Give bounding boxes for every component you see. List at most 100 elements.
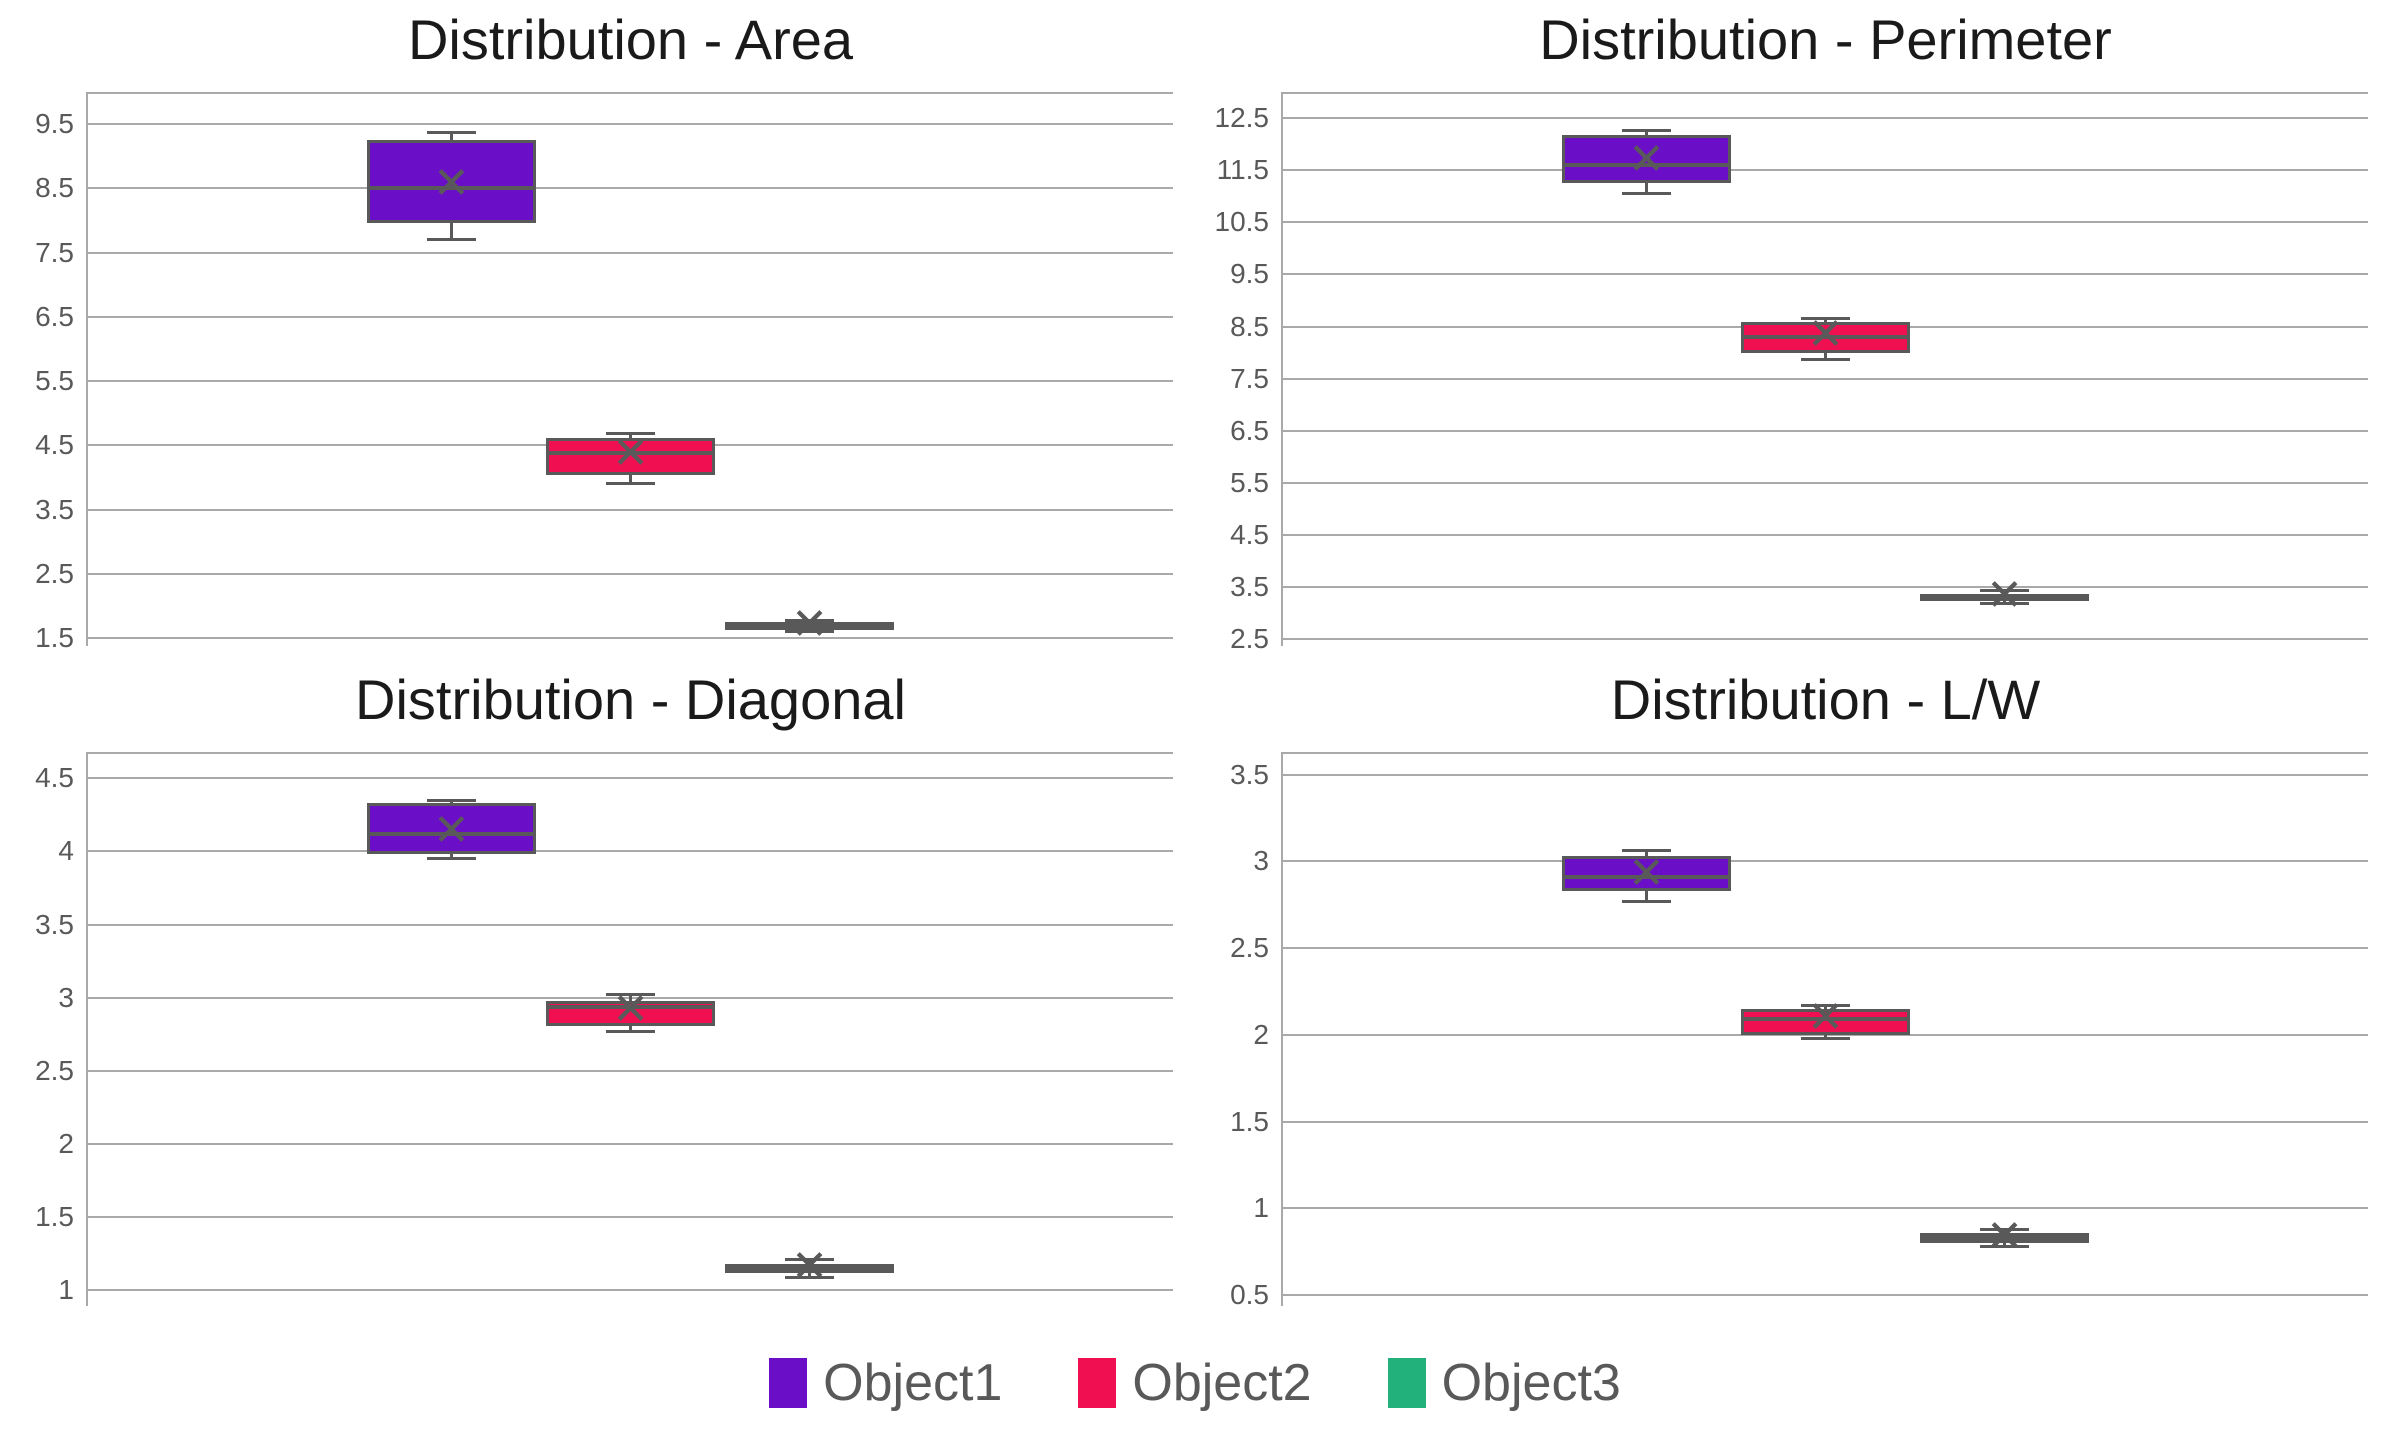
plot-area-diagonal: 4.5 4 3.5 3 2.5 2 1.5 1 ✕ ✕ ✕ bbox=[35, 752, 1173, 1306]
plot-area-area: 9.5 8.5 7.5 6.5 5.5 4.5 3.5 2.5 1.5 ✕ ✕ ✕ bbox=[35, 92, 1173, 653]
plot-area-perimeter: 12.5 11.5 10.5 9.5 8.5 7.5 6.5 5.5 4.5 3.5 2.5 ✕ ✕ ✕ bbox=[1215, 92, 2368, 654]
whisker-cap-upper-object2 bbox=[1800, 1003, 1851, 1007]
chart-title-perimeter: Distribution - Perimeter bbox=[1539, 8, 2112, 71]
whisker-cap-lower-object2 bbox=[605, 482, 656, 486]
gridline bbox=[88, 1143, 1173, 1146]
whisker-cap-lower-object1 bbox=[1621, 899, 1672, 903]
mean-marker-object2: ✕ bbox=[1807, 992, 1844, 1044]
y-tick-label: 1.5 bbox=[35, 622, 74, 654]
legend: Object1 Object2 Object3 bbox=[0, 1320, 2390, 1446]
mean-marker-object1: ✕ bbox=[1628, 134, 1665, 186]
legend-swatch-object3-icon bbox=[1387, 1358, 1426, 1408]
box-object2 bbox=[1741, 1008, 1910, 1035]
chart-area: Distribution - Area 9.5 8.5 7.5 6.5 5.5 4.5 3.… bbox=[0, 0, 1195, 660]
median-line-object3 bbox=[1920, 1235, 2089, 1240]
y-tick-label: 2 bbox=[1253, 1018, 1269, 1050]
whisker-cap-lower-object2 bbox=[605, 1029, 656, 1033]
legend-label-object3: Object3 bbox=[1441, 1354, 1621, 1412]
whisker-cap-upper-object2 bbox=[1800, 316, 1851, 320]
whisker-cap-upper-object3 bbox=[784, 618, 835, 622]
y-tick-label: 2.5 bbox=[35, 1054, 74, 1086]
legend-swatch-object2-icon bbox=[1078, 1358, 1117, 1408]
gridline bbox=[1283, 1120, 2368, 1123]
whisker-stem-lower-object1 bbox=[1644, 890, 1648, 902]
mean-marker-object3: ✕ bbox=[791, 599, 828, 651]
mean-marker-object2: ✕ bbox=[612, 428, 649, 480]
whisker-cap-upper-object3 bbox=[1979, 1227, 2030, 1231]
whisker-stem-upper-object1 bbox=[1644, 130, 1648, 136]
y-tick-label: 5.5 bbox=[35, 365, 74, 397]
whisker-cap-upper-object2 bbox=[605, 993, 656, 997]
chart-lw: Distribution - L/W 3.5 3 2.5 2 1.5 1 0.5 ✕ ✕ ✕ bbox=[1195, 660, 2390, 1320]
y-axis-line bbox=[86, 752, 88, 1306]
whisker-cap-lower-object1 bbox=[426, 857, 477, 861]
whisker-cap-lower-object3 bbox=[1979, 602, 2030, 606]
whisker-cap-upper-object3 bbox=[784, 1258, 835, 1262]
whisker-stem-lower-object2 bbox=[1824, 1034, 1827, 1039]
y-tick-label: 6.5 bbox=[1230, 414, 1269, 446]
mean-marker-object1: ✕ bbox=[433, 158, 470, 210]
mean-marker-object3: ✕ bbox=[791, 1241, 828, 1293]
y-tick-label: 1 bbox=[58, 1274, 74, 1306]
legend-label-object2: Object2 bbox=[1132, 1354, 1312, 1412]
whisker-stem-lower-object3 bbox=[2003, 1243, 2007, 1247]
chart-title-diagonal: Distribution - Diagonal bbox=[355, 668, 906, 731]
y-axis-line bbox=[1281, 752, 1283, 1306]
whisker-cap-upper-object1 bbox=[426, 798, 477, 802]
gridline bbox=[88, 187, 1173, 190]
gridline bbox=[1283, 860, 2368, 863]
plot-top-border bbox=[88, 752, 1173, 754]
y-tick-label: 3.5 bbox=[35, 908, 74, 940]
y-tick-label: 8.5 bbox=[35, 172, 74, 204]
plot-area-lw: 3.5 3 2.5 2 1.5 1 0.5 ✕ ✕ ✕ bbox=[1230, 752, 2368, 1310]
median-line-object1 bbox=[1562, 162, 1731, 167]
gridline bbox=[1283, 586, 2368, 589]
gridline bbox=[1283, 947, 2368, 950]
y-tick-label: 1.5 bbox=[1230, 1105, 1269, 1137]
box-object1 bbox=[1562, 135, 1731, 183]
whisker-stem-upper-object2 bbox=[629, 994, 632, 1001]
gridline bbox=[88, 1289, 1173, 1292]
gridline bbox=[88, 850, 1173, 853]
y-axis-line bbox=[1281, 92, 1283, 646]
whisker-stem-lower-object2 bbox=[629, 474, 632, 484]
mean-marker-object2: ✕ bbox=[612, 984, 649, 1036]
median-line-object3 bbox=[725, 1266, 894, 1271]
whisker-stem-lower-object3 bbox=[2003, 600, 2007, 604]
median-line-object3 bbox=[1920, 595, 2089, 600]
gridline bbox=[88, 315, 1173, 318]
whisker-cap-lower-object3 bbox=[784, 1275, 835, 1279]
gridline bbox=[88, 637, 1173, 640]
y-tick-label: 10.5 bbox=[1214, 206, 1270, 238]
gridline bbox=[1283, 377, 2368, 380]
y-tick-label: 3.5 bbox=[35, 493, 74, 525]
charts-grid: Distribution - Area 9.5 8.5 7.5 6.5 5.5 4.5 3.… bbox=[0, 0, 2390, 1320]
gridline bbox=[88, 1069, 1173, 1072]
gridline bbox=[88, 1216, 1173, 1219]
y-tick-label: 5.5 bbox=[1230, 466, 1269, 498]
y-tick-label: 0.5 bbox=[1230, 1279, 1269, 1311]
median-line-object1 bbox=[367, 831, 536, 836]
whisker-cap-upper-object1 bbox=[1621, 849, 1672, 853]
mean-marker-object1: ✕ bbox=[1628, 848, 1665, 900]
chart-perimeter: Distribution - Perimeter 12.5 11.5 10.5 9.5… bbox=[1195, 0, 2390, 660]
whisker-cap-lower-object2 bbox=[1800, 1036, 1851, 1040]
gridline bbox=[1283, 273, 2368, 276]
chart-title-lw: Distribution - L/W bbox=[1610, 668, 2041, 731]
mean-marker-object1: ✕ bbox=[433, 805, 470, 857]
y-tick-label: 1.5 bbox=[35, 1201, 74, 1233]
whisker-cap-upper-object1 bbox=[426, 130, 477, 134]
gridline bbox=[88, 380, 1173, 383]
y-tick-label: 4.5 bbox=[1230, 519, 1269, 551]
median-line-object1 bbox=[1562, 874, 1731, 879]
box-object1 bbox=[367, 803, 536, 855]
whisker-cap-upper-object1 bbox=[1621, 129, 1672, 133]
median-line-object2 bbox=[546, 451, 715, 456]
legend-swatch-object1-icon bbox=[769, 1358, 808, 1408]
whisker-stem-lower-object2 bbox=[1824, 353, 1827, 360]
whisker-stem-upper-object2 bbox=[1824, 318, 1827, 322]
y-tick-label: 9.5 bbox=[35, 108, 74, 140]
whisker-stem-upper-object3 bbox=[808, 1259, 812, 1264]
plot-top-border bbox=[1283, 92, 2368, 94]
y-tick-label: 9.5 bbox=[1230, 258, 1269, 290]
